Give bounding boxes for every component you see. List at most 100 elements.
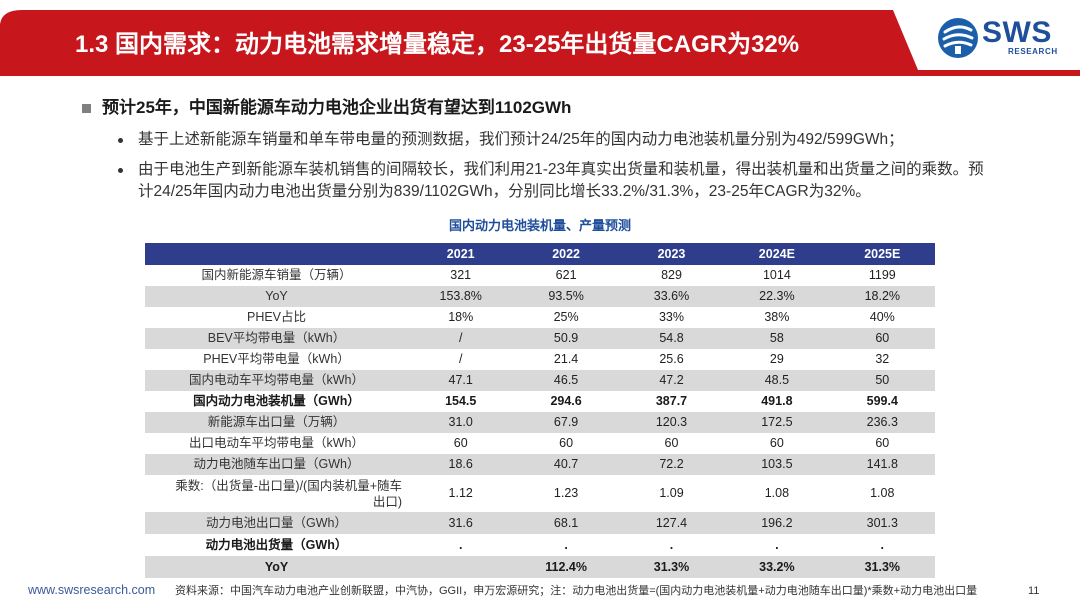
column-header-2025e: 2025E — [864, 246, 901, 261]
table-row: 动力电池出口量（GWh） 31.6 68.1 127.4 196.2 301.3 — [145, 512, 935, 534]
cell-2024e: 38% — [764, 310, 790, 325]
cell-2023: 387.7 — [655, 394, 688, 409]
cell-2024e: 48.5 — [764, 373, 790, 388]
cell-2022: 621 — [555, 268, 577, 283]
table-row: 动力电池出货量（GWh）..... — [145, 534, 935, 556]
cell-2024e: 29 — [769, 352, 784, 367]
cell-2024e: 491.8 — [761, 394, 793, 409]
cell-2025e: 599.4 — [866, 394, 898, 409]
forecast-table: 2021 2022 2023 2024E 2025E 国内新能源车销量（万辆） 321 62… — [145, 243, 935, 578]
cell-2025e: 60 — [875, 331, 890, 346]
row-label: 新能源车出口量（万辆） — [207, 415, 346, 430]
cell-2021: 60 — [453, 436, 468, 451]
cell-2023: 33.6% — [653, 289, 690, 304]
cell-2025e: 18.2% — [864, 289, 901, 304]
table-row: PHEV占比 18% 25% 33% 38% 40% — [145, 307, 935, 328]
cell-2023: 54.8 — [659, 331, 684, 346]
cell-2024e: 1014 — [762, 268, 791, 283]
sub-bullet-line: 计24/25年国内动力电池出货量分别为839/1102GWh，分别同比增长33.… — [138, 183, 871, 200]
square-bullet-icon — [82, 104, 91, 113]
cell-2022: 93.5% — [548, 289, 584, 304]
cell-2024e: 103.5 — [761, 457, 793, 472]
page-title: 1.3 国内需求：动力电池需求增量稳定，23-25年出货量CAGR为32% — [75, 31, 800, 58]
row-label: YoY — [264, 559, 289, 574]
footer-website-link[interactable]: www.swsresearch.com — [28, 583, 156, 597]
table-row: BEV平均带电量（kWh） / 50.9 54.8 58 60 — [145, 328, 935, 349]
table-row: 国内新能源车销量（万辆） 321 621 829 1014 1199 — [145, 265, 935, 286]
table-row: 出口电动车平均带电量（kWh） 60 60 60 60 60 — [145, 433, 935, 454]
column-header-2024e: 2024E — [758, 246, 795, 261]
column-header-2022: 2022 — [552, 246, 580, 261]
cell-2023: 1.09 — [659, 486, 684, 501]
cell-2024e: 22.3% — [759, 289, 795, 304]
cell-2025e: 31.3% — [864, 559, 901, 574]
table-row: 国内电动车平均带电量（kWh） 47.1 46.5 47.2 48.5 50 — [145, 370, 935, 391]
row-label: PHEV平均带电量（kWh） — [203, 352, 350, 367]
cell-2021: 321 — [450, 268, 472, 283]
cell-2023: 127.4 — [655, 515, 688, 530]
cell-2021: 18.6 — [448, 457, 473, 472]
table-title: 国内动力电池装机量、产量预测 — [448, 218, 631, 233]
cell-2023: 60 — [664, 436, 679, 451]
cell-2024e: 1.08 — [764, 486, 790, 501]
table-row: YoY 112.4% 31.3% 33.2% 31.3% — [145, 556, 935, 578]
row-label: 国内动力电池装机量（GWh） — [193, 394, 360, 409]
main-bullet-heading: 预计25年，中国新能源车动力电池企业出货有望达到1102GWh — [102, 98, 572, 117]
cell-2022: 46.5 — [553, 373, 579, 388]
logo-subtitle: RESEARCH — [1008, 47, 1058, 56]
cell-2024e: 196.2 — [761, 515, 793, 530]
cell-2022: . — [564, 537, 568, 552]
cell-2021: 154.5 — [445, 394, 477, 409]
cell-2021 — [408, 556, 513, 578]
row-label: 动力电池随车出口量（GWh） — [193, 457, 360, 472]
cell-2021: 47.1 — [448, 373, 473, 388]
row-label: PHEV占比 — [246, 310, 307, 325]
sub-bullet-text: 基于上述新能源车销量和单车带电量的预测数据，我们预计24/25年的国内动力电池装… — [138, 129, 904, 151]
cell-2024e: . — [775, 537, 779, 552]
row-label: 国内电动车平均带电量（kWh） — [189, 373, 365, 388]
cell-2025e: . — [880, 537, 885, 552]
cell-2025e: 1.08 — [870, 486, 895, 501]
table-row: 新能源车出口量（万辆） 31.0 67.9 120.3 172.5 236.3 — [145, 412, 935, 433]
cell-2021: 1.12 — [448, 486, 473, 501]
cell-2021: 18% — [448, 310, 474, 325]
cell-2022: 40.7 — [553, 457, 579, 472]
row-label-line: 乘数:（出货量-出口量)/(国内装机量+随车 — [175, 478, 403, 493]
sub-bullet-line: 基于上述新能源车销量和单车带电量的预测数据，我们预计24/25年的国内动力电池装… — [138, 131, 904, 148]
cell-2021: / — [458, 352, 463, 367]
sub-bullet-line: 由于电池生产到新能源车装机销售的间隔较长，我们利用21-23年真实出货量和装机量… — [138, 161, 984, 178]
row-label: 国内新能源车销量（万辆） — [201, 268, 352, 283]
cell-2021: . — [458, 537, 463, 552]
cell-2025e: 1199 — [868, 268, 896, 283]
row-label-line: 出口) — [372, 494, 403, 509]
cell-2024e: 172.5 — [761, 415, 793, 430]
cell-2024e: 60 — [769, 436, 784, 451]
table-row: PHEV平均带电量（kWh） / 21.4 25.6 29 32 — [145, 349, 935, 370]
cell-2022: 294.6 — [550, 394, 582, 409]
row-label: 动力电池出口量（GWh） — [206, 515, 347, 530]
cell-2022: 112.4% — [545, 559, 587, 574]
cell-2022: 67.9 — [553, 415, 579, 430]
page-number: 11 — [1028, 585, 1040, 597]
cell-2025e: 50 — [875, 373, 890, 388]
table-body: 国内新能源车销量（万辆） 321 621 829 1014 1199 YoY 153.8% 93… — [145, 265, 935, 578]
table-row: 国内动力电池装机量（GWh） 154.5 294.6 387.7 491.8 599.4 — [145, 391, 935, 412]
cell-2025e: 301.3 — [866, 515, 898, 530]
table-corner-cell — [145, 243, 408, 265]
cell-2025e: 32 — [875, 352, 890, 367]
dot-bullet-icon — [118, 168, 123, 173]
cell-2022: 21.4 — [553, 352, 579, 367]
row-label: BEV平均带电量（kWh） — [207, 331, 346, 346]
row-label: 动力电池出货量（GWh） — [205, 537, 348, 552]
cell-2022: 50.9 — [553, 331, 579, 346]
cell-2022: 25% — [553, 310, 579, 325]
cell-2025e: 236.3 — [866, 415, 898, 430]
cell-2024e: 33.2% — [759, 559, 795, 574]
cell-2025e: 141.8 — [866, 457, 898, 472]
cell-2023: 31.3% — [653, 559, 690, 574]
table-row: YoY 153.8% 93.5% 33.6% 22.3% 18.2% — [145, 286, 935, 307]
row-label: 乘数:（出货量-出口量)/(国内装机量+随车 出口) — [145, 475, 408, 512]
cell-2023: 829 — [661, 268, 682, 283]
table-row: 动力电池随车出口量（GWh） 18.6 40.7 72.2 103.5 141.8 — [145, 454, 935, 475]
column-header-2021: 2021 — [446, 246, 475, 261]
